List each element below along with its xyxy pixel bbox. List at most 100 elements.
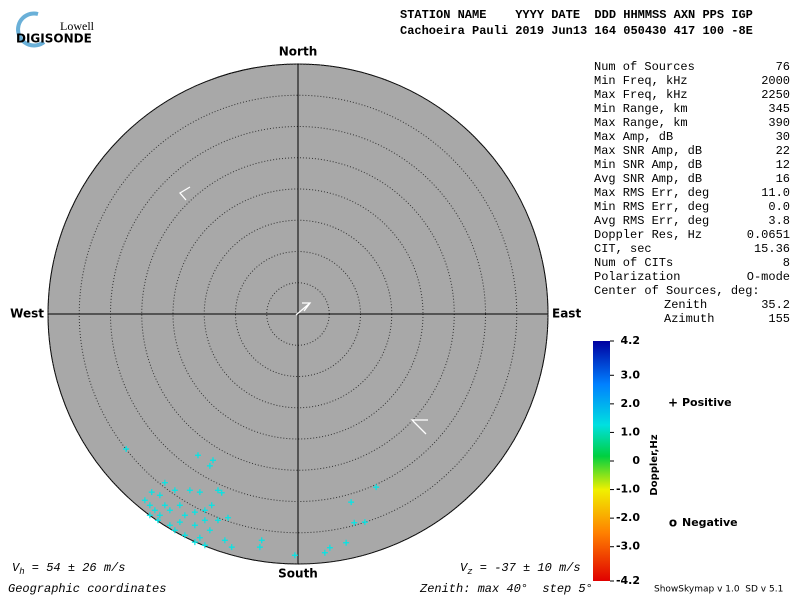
source-point bbox=[176, 502, 183, 509]
stat-label: Max RMS Err, deg bbox=[594, 186, 709, 200]
logo-top: Lowell bbox=[60, 19, 95, 33]
stat-label: Max SNR Amp, dB bbox=[594, 144, 702, 158]
source-point bbox=[181, 532, 188, 539]
colorbar-tick-label: 2.0 bbox=[621, 397, 641, 410]
stat-value: 12 bbox=[776, 158, 790, 172]
stat-label: Num of CITs bbox=[594, 256, 673, 270]
drift-arrows bbox=[179, 186, 428, 435]
stat-label: Avg SNR Amp, dB bbox=[594, 172, 702, 186]
stat-label: Polarization bbox=[594, 270, 680, 284]
zenith-note: Zenith: max 40° step 5° bbox=[419, 582, 593, 596]
colorbar-tick-label: -2.0 bbox=[616, 511, 640, 524]
source-point bbox=[191, 509, 198, 516]
source-point bbox=[161, 502, 168, 509]
stat-value: 16 bbox=[776, 172, 790, 186]
stat-label: Min Freq, kHz bbox=[594, 74, 688, 88]
legend-symbol: + bbox=[668, 396, 678, 410]
stat-value: 35.2 bbox=[761, 298, 790, 312]
colorbar-label: Doppler,Hz bbox=[649, 434, 660, 495]
source-point bbox=[176, 519, 183, 526]
colorbar-tick-label: -1.0 bbox=[616, 483, 640, 496]
stat-label: CIT, sec bbox=[594, 242, 652, 256]
source-point bbox=[161, 479, 168, 486]
source-point bbox=[195, 452, 201, 459]
source-point bbox=[225, 514, 231, 521]
source-point bbox=[141, 497, 148, 504]
source-point bbox=[191, 522, 198, 529]
source-point bbox=[171, 527, 178, 534]
stat-value: 0.0651 bbox=[747, 228, 790, 242]
source-point bbox=[166, 522, 173, 529]
source-point bbox=[361, 519, 368, 526]
stat-label: Max Freq, kHz bbox=[594, 88, 688, 102]
source-point bbox=[123, 446, 130, 452]
source-point bbox=[221, 537, 228, 544]
source-point bbox=[321, 549, 328, 556]
version: ShowSkymap v 1.0 SD v 5.1 bbox=[654, 585, 783, 595]
coords-note: Geographic coordinates bbox=[8, 582, 166, 596]
stat-value: 390 bbox=[768, 116, 790, 130]
source-point bbox=[201, 517, 208, 524]
stat-value: O-mode bbox=[747, 270, 790, 284]
header-line: STATION NAME YYYY DATE DDD HHMMSS AXN PP… bbox=[400, 8, 753, 22]
source-point bbox=[373, 484, 380, 491]
stat-label: Min RMS Err, deg bbox=[594, 200, 709, 214]
stat-value: 3.8 bbox=[768, 214, 790, 228]
vh: Vh = 54 ± 26 m/s bbox=[12, 561, 125, 577]
source-point bbox=[186, 487, 193, 494]
source-point bbox=[326, 544, 333, 551]
source-point bbox=[215, 517, 221, 524]
stat-value: 76 bbox=[776, 60, 790, 74]
source-point bbox=[258, 537, 265, 544]
stat-value: 8 bbox=[783, 256, 790, 270]
stat-label: Num of Sources bbox=[594, 60, 695, 74]
stat-value: 155 bbox=[768, 312, 790, 326]
stat-label: Min SNR Amp, dB bbox=[594, 158, 702, 172]
stat-value: 11.0 bbox=[761, 186, 790, 200]
stat-label: Azimuth bbox=[664, 312, 714, 326]
stat-label: Min Range, km bbox=[594, 102, 688, 116]
source-point bbox=[196, 489, 203, 496]
source-point bbox=[151, 507, 158, 514]
stat-value: 30 bbox=[776, 130, 790, 144]
colorbar bbox=[593, 341, 610, 581]
source-point bbox=[228, 544, 235, 551]
logo-bottom: DIGISONDE bbox=[16, 32, 92, 46]
stat-label: Zenith bbox=[664, 298, 707, 312]
legend-label: Negative bbox=[682, 516, 738, 529]
source-point bbox=[348, 499, 355, 506]
source-point bbox=[343, 539, 350, 546]
source-point bbox=[291, 552, 298, 559]
stat-label: Max Range, km bbox=[594, 116, 688, 130]
source-point bbox=[156, 492, 163, 499]
colorbar-tick-label: 1.0 bbox=[621, 425, 641, 438]
direction: North bbox=[279, 45, 317, 59]
colorbar-tick-label: -3.0 bbox=[616, 540, 640, 553]
source-point bbox=[208, 502, 215, 509]
source-point bbox=[201, 542, 208, 549]
stat-value: 0.0 bbox=[768, 200, 790, 214]
logo-arc bbox=[16, 11, 46, 48]
colorbar-tick-label: 4.2 bbox=[621, 334, 641, 347]
stat-label: Avg RMS Err, deg bbox=[594, 214, 709, 228]
stat-label: Center of Sources, deg: bbox=[594, 284, 760, 298]
source-point bbox=[148, 489, 155, 496]
source-point bbox=[206, 462, 213, 469]
direction: South bbox=[278, 567, 318, 581]
source-point bbox=[155, 517, 161, 524]
stat-label: Max Amp, dB bbox=[594, 130, 673, 144]
source-point bbox=[196, 534, 203, 541]
source-point bbox=[201, 507, 208, 514]
source-point bbox=[156, 512, 163, 519]
source-point bbox=[215, 487, 221, 494]
source-point bbox=[256, 544, 263, 551]
source-point bbox=[146, 512, 153, 519]
stat-value: 2250 bbox=[761, 88, 790, 102]
source-point bbox=[191, 539, 198, 546]
source-point bbox=[206, 527, 213, 534]
source-point bbox=[171, 487, 178, 494]
colorbar-tick-label: 0 bbox=[632, 454, 640, 467]
legend-symbol: o bbox=[669, 516, 677, 530]
stat-value: 2000 bbox=[761, 74, 790, 88]
